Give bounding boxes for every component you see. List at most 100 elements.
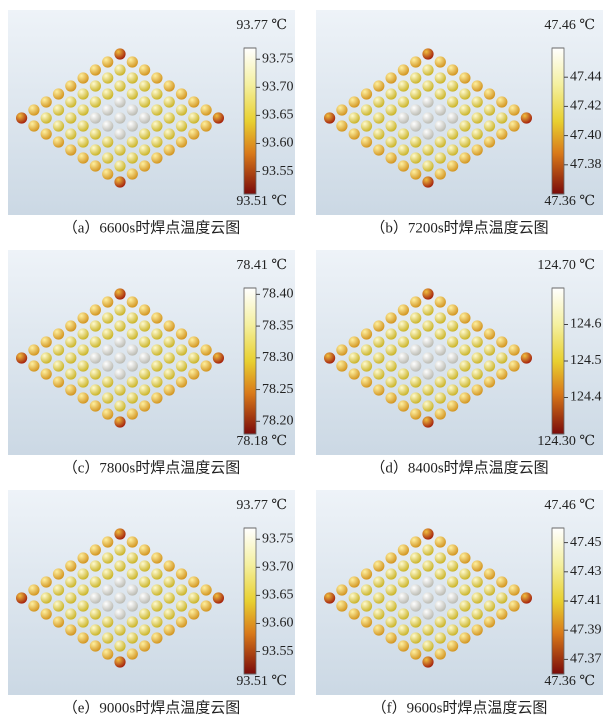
solder-ball bbox=[201, 600, 212, 611]
solder-ball bbox=[435, 296, 446, 307]
solder-ball bbox=[398, 96, 409, 107]
solder-ball bbox=[472, 336, 483, 347]
solder-ball bbox=[151, 152, 162, 163]
solder-ball bbox=[114, 560, 125, 571]
solder-ball bbox=[41, 352, 52, 363]
solder-ball bbox=[78, 360, 89, 371]
solder-ball bbox=[176, 616, 187, 627]
solder-ball bbox=[127, 408, 138, 419]
colorbar-tick-label: 93.75 bbox=[262, 531, 294, 546]
solder-ball bbox=[459, 72, 470, 83]
solder-ball bbox=[472, 384, 483, 395]
solder-ball bbox=[422, 96, 433, 107]
solder-ball bbox=[127, 536, 138, 547]
solder-ball bbox=[447, 544, 458, 555]
solder-ball bbox=[373, 560, 384, 571]
solder-ball bbox=[78, 376, 89, 387]
solder-ball bbox=[151, 632, 162, 643]
solder-ball bbox=[521, 592, 532, 603]
solder-ball bbox=[127, 296, 138, 307]
solder-ball bbox=[102, 360, 113, 371]
caption: （f）9600s时焊点温度云图 bbox=[372, 699, 548, 716]
solder-ball bbox=[127, 168, 138, 179]
solder-ball bbox=[398, 368, 409, 379]
solder-ball bbox=[127, 344, 138, 355]
solder-ball bbox=[386, 584, 397, 595]
solder-ball bbox=[422, 144, 433, 155]
colorbar-tick-label: 93.65 bbox=[262, 108, 294, 123]
solder-ball bbox=[459, 616, 470, 627]
solder-ball bbox=[435, 168, 446, 179]
solder-ball bbox=[447, 80, 458, 91]
solder-ball bbox=[349, 128, 360, 139]
solder-ball bbox=[472, 112, 483, 123]
solder-ball bbox=[422, 528, 433, 539]
solder-ball bbox=[65, 608, 76, 619]
solder-ball bbox=[151, 600, 162, 611]
solder-ball bbox=[435, 88, 446, 99]
solder-ball bbox=[398, 592, 409, 603]
colorbar-tick-label: 47.37 bbox=[570, 652, 602, 667]
solder-ball bbox=[139, 400, 150, 411]
solder-ball bbox=[65, 384, 76, 395]
solder-ball bbox=[373, 352, 384, 363]
solder-ball bbox=[336, 104, 347, 115]
solder-ball bbox=[102, 168, 113, 179]
solder-ball bbox=[336, 360, 347, 371]
solder-ball bbox=[139, 368, 150, 379]
solder-ball bbox=[422, 624, 433, 635]
solder-ball bbox=[373, 336, 384, 347]
solder-ball bbox=[102, 328, 113, 339]
solder-ball bbox=[398, 608, 409, 619]
colorbar-tick-label: 93.55 bbox=[262, 164, 294, 179]
solder-ball bbox=[422, 400, 433, 411]
solder-ball bbox=[422, 592, 433, 603]
solder-ball bbox=[139, 336, 150, 347]
colorbar-tick-label: 93.60 bbox=[262, 616, 294, 631]
solder-ball bbox=[90, 592, 101, 603]
solder-ball bbox=[53, 584, 64, 595]
solder-ball bbox=[139, 80, 150, 91]
solder-ball bbox=[102, 152, 113, 163]
solder-ball bbox=[435, 392, 446, 403]
solder-ball bbox=[435, 152, 446, 163]
solder-ball bbox=[127, 648, 138, 659]
solder-ball bbox=[53, 104, 64, 115]
solder-ball bbox=[484, 104, 495, 115]
colorbar-tick-label: 47.41 bbox=[570, 593, 602, 608]
colorbar-tick-label: 47.45 bbox=[570, 535, 602, 550]
solder-ball bbox=[90, 64, 101, 75]
solder-ball bbox=[349, 112, 360, 123]
solder-ball bbox=[114, 336, 125, 347]
solder-ball bbox=[422, 416, 433, 427]
colorbar-tick-label: 93.70 bbox=[262, 560, 294, 575]
solder-ball bbox=[361, 328, 372, 339]
solder-ball bbox=[127, 88, 138, 99]
solder-ball bbox=[336, 600, 347, 611]
solder-ball bbox=[53, 360, 64, 371]
solder-ball bbox=[336, 584, 347, 595]
solder-ball bbox=[422, 288, 433, 299]
solder-ball bbox=[447, 624, 458, 635]
colorbar bbox=[244, 528, 256, 674]
solder-ball bbox=[435, 616, 446, 627]
solder-ball bbox=[114, 144, 125, 155]
solder-ball bbox=[361, 600, 372, 611]
solder-ball bbox=[16, 112, 27, 123]
solder-ball bbox=[139, 384, 150, 395]
solder-ball bbox=[78, 552, 89, 563]
solder-ball bbox=[386, 104, 397, 115]
solder-ball bbox=[386, 392, 397, 403]
solder-ball bbox=[472, 576, 483, 587]
solder-ball bbox=[127, 568, 138, 579]
solder-ball bbox=[102, 296, 113, 307]
solder-ball bbox=[447, 352, 458, 363]
solder-ball bbox=[398, 304, 409, 315]
caption: （c）7800s时焊点温度云图 bbox=[63, 459, 241, 476]
colorbar-tick-label: 93.65 bbox=[262, 588, 294, 603]
solder-ball bbox=[114, 656, 125, 667]
solder-ball bbox=[386, 136, 397, 147]
solder-ball bbox=[139, 96, 150, 107]
solder-ball bbox=[361, 568, 372, 579]
solder-ball bbox=[472, 592, 483, 603]
